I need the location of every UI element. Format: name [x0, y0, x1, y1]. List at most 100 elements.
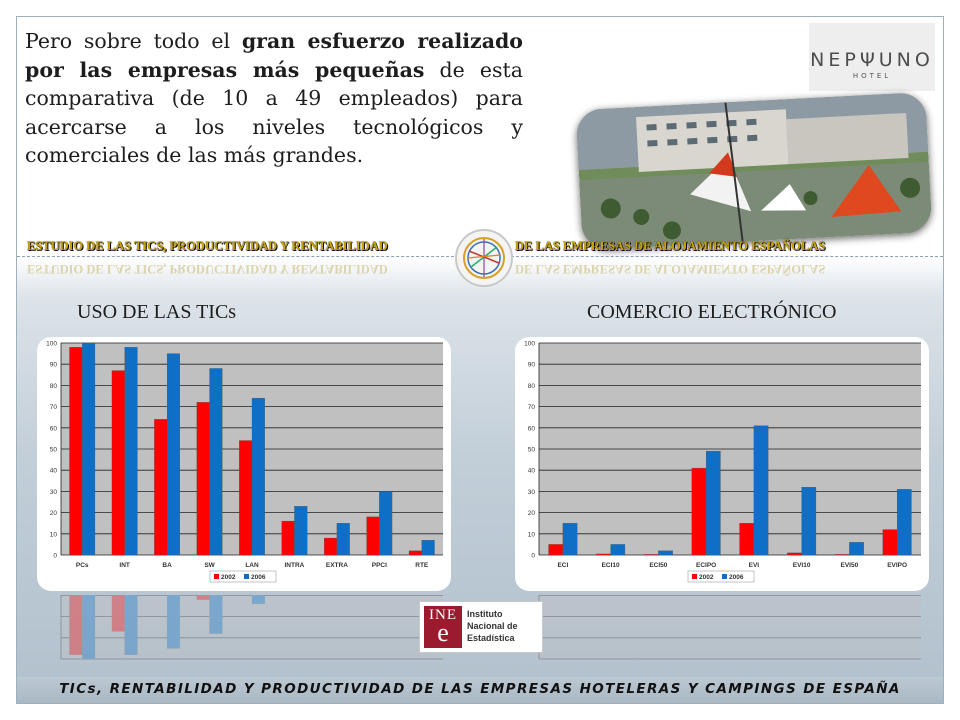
uso-tics-x-tick-label: PCs	[76, 562, 89, 569]
neptuno-hotel-logo: NEPΨUNO HOTEL	[809, 23, 935, 91]
comercio-bar-2002-eci	[549, 544, 563, 555]
uso-tics-bar-2006-ppci	[379, 491, 392, 555]
intro-text-start: Pero sobre todo el	[25, 29, 242, 53]
comercio-bar-2006-ecipo	[706, 451, 720, 555]
uso-tics-y-tick-label: 10	[50, 531, 58, 538]
uso-tics-refl-bar-2006-int	[125, 595, 138, 655]
uso-tics-x-tick-label: RTE	[415, 562, 429, 569]
uso-tics-x-tick-label: EXTRA	[326, 562, 348, 569]
uso-tics-bar-2006-pcs	[82, 343, 95, 555]
chart-comercio: 0 10 20 30 40 50 60 70 80 90 100 ECI ECI10 ECI50 ECIPO…	[515, 337, 929, 591]
hotel-photo	[576, 92, 933, 250]
chart-comercio-svg: 0 10 20 30 40 50 60 70 80 90 100 ECI ECI10 ECI50 ECIPO…	[515, 337, 929, 591]
uso-tics-x-tick-label: BA	[162, 562, 172, 569]
comercio-bar-2002-eci50	[644, 554, 658, 555]
comercio-legend-box	[688, 571, 754, 582]
comercio-x-tick-label: EVI10	[793, 562, 811, 569]
footer-text: TICs, RENTABILIDAD Y PRODUCTIVIDAD DE LA…	[17, 681, 943, 697]
uso-tics-y-tick-label: 20	[50, 510, 58, 517]
footer-bar: TICs, RENTABILIDAD Y PRODUCTIVIDAD DE LA…	[17, 677, 943, 703]
uso-tics-x-tick-label: INT	[119, 562, 129, 569]
uso-tics-bar-2002-int	[112, 371, 125, 555]
uso-tics-refl-bar-2006-lan	[252, 595, 265, 604]
uso-tics-refl-bar-2002-pcs	[69, 595, 82, 655]
comercio-x-tick-label: EVI50	[841, 562, 859, 569]
comercio-bar-2006-evi	[754, 426, 768, 555]
comercio-y-tick-label: 80	[528, 383, 536, 390]
uso-tics-refl-bar-2006-sw	[210, 595, 223, 634]
comercio-legend-swatch-2006	[722, 574, 727, 579]
uso-tics-bar-2002-pcs	[69, 347, 82, 555]
uso-tics-y-tick-label: 80	[50, 383, 58, 390]
uso-tics-refl-bar-2006-ba	[167, 595, 180, 648]
uso-tics-x-tick-label: SW	[204, 562, 215, 569]
uso-tics-bar-2002-intra	[282, 521, 295, 555]
chart-comercio-reflection	[515, 595, 929, 665]
ine-logo-mark: INE e	[424, 606, 462, 648]
uso-tics-refl-bar-2002-sw	[197, 595, 210, 600]
comercio-x-tick-label: ECI	[557, 562, 568, 569]
ine-name: Instituto Nacional de Estadística	[467, 608, 539, 644]
comercio-bar-2002-ecipo	[692, 468, 706, 555]
comercio-y-tick-label: 40	[528, 468, 536, 475]
neptuno-logo-word: NEPΨUNO	[809, 49, 935, 71]
comercio-y-tick-label: 50	[528, 447, 536, 454]
uso-tics-refl-bar-2006-pcs	[82, 595, 95, 659]
comercio-y-tick-label: 20	[528, 510, 536, 517]
comercio-x-tick-label: EVIPO	[887, 562, 907, 569]
uso-tics-y-tick-label: 70	[50, 404, 58, 411]
chart-uso-tics-svg: 0 10 20 30 40 50 60 70 80 90 100 PCs INT BA SW LAN INTRA…	[37, 337, 451, 591]
chart-title-uso-tics: USO DE LAS TICs	[77, 301, 236, 324]
ine-logo: INE e Instituto Nacional de Estadística	[419, 601, 543, 653]
uso-tics-y-tick-label: 100	[46, 341, 57, 348]
comercio-bar-2006-evi10	[802, 487, 816, 555]
uso-tics-y-tick-label: 40	[50, 468, 58, 475]
banner-left: ESTUDIO DE LAS TICS, PRODUCTIVIDAD Y REN…	[27, 239, 388, 254]
neptuno-logo-sub: HOTEL	[809, 72, 935, 80]
comercio-bar-2006-evi50	[849, 542, 863, 555]
study-emblem	[455, 229, 513, 287]
reflection-right-svg	[515, 595, 929, 665]
intro-paragraph: Pero sobre todo el gran esfuerzo realiza…	[25, 27, 523, 170]
comercio-legend-swatch-2002	[692, 574, 697, 579]
uso-tics-bar-2002-rte	[409, 551, 422, 555]
uso-tics-legend-label-2006: 2006	[251, 574, 266, 581]
comercio-legend-label-2006: 2006	[729, 574, 744, 581]
uso-tics-bar-2002-sw	[197, 402, 210, 555]
emblem-icon	[457, 231, 511, 285]
comercio-x-tick-label: ECIPO	[696, 562, 716, 569]
comercio-legend-label-2002: 2002	[699, 574, 714, 581]
uso-tics-bar-2006-extra	[337, 523, 350, 555]
uso-tics-bar-2006-sw	[210, 368, 223, 555]
comercio-bar-2002-evi50	[835, 554, 849, 555]
banner-left-reflection: ESTUDIO DE LAS TICS, PRODUCTIVIDAD Y REN…	[27, 261, 388, 276]
uso-tics-x-tick-label: INTRA	[285, 562, 305, 569]
uso-tics-bar-2002-ppci	[367, 517, 380, 555]
slide: Pero sobre todo el gran esfuerzo realiza…	[16, 16, 944, 704]
comercio-bar-2006-eci	[563, 523, 577, 555]
banner-right-reflection: DE LAS EMPRESAS DE ALOJAMIENTO ESPAÑOLAS	[515, 261, 825, 276]
chart-uso-tics-reflection	[37, 595, 451, 665]
uso-tics-legend-box	[210, 571, 276, 582]
uso-tics-x-tick-label: LAN	[245, 562, 259, 569]
uso-tics-legend-swatch-2006	[244, 574, 249, 579]
comercio-y-tick-label: 70	[528, 404, 536, 411]
uso-tics-y-tick-label: 30	[50, 489, 58, 496]
uso-tics-x-tick-label: PPCI	[372, 562, 387, 569]
comercio-bar-2006-evipo	[897, 489, 911, 555]
comercio-bar-2002-evi	[740, 523, 754, 555]
comercio-y-tick-label: 0	[531, 553, 535, 560]
banner-right: DE LAS EMPRESAS DE ALOJAMIENTO ESPAÑOLAS	[515, 239, 825, 254]
comercio-bar-2002-evipo	[883, 530, 897, 555]
uso-tics-bar-2006-int	[125, 347, 138, 555]
comercio-bar-2006-eci50	[658, 551, 672, 555]
comercio-y-tick-label: 100	[524, 341, 535, 348]
uso-tics-bar-2006-lan	[252, 398, 265, 555]
comercio-y-tick-label: 30	[528, 489, 536, 496]
uso-tics-legend-swatch-2002	[214, 574, 219, 579]
uso-tics-bar-2002-extra	[324, 538, 337, 555]
comercio-y-tick-label: 10	[528, 531, 536, 538]
uso-tics-bar-2002-ba	[154, 419, 167, 555]
reflection-left-svg	[37, 595, 451, 665]
uso-tics-y-tick-label: 50	[50, 447, 58, 454]
